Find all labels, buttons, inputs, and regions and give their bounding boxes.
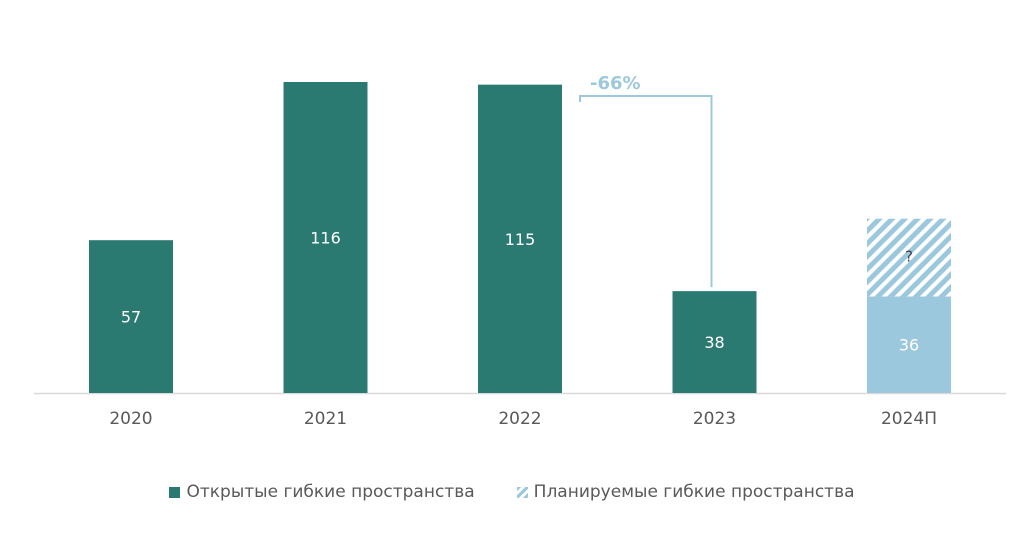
x-tick-label-2024П: 2024П [881,409,937,429]
x-tick-label-2020: 2020 [109,409,152,429]
bar-open-2021 [283,82,368,393]
bar-open-2020 [89,240,173,393]
bar-planned-2024П [867,296,951,393]
change-annotation-bracket [579,95,713,288]
legend-label-planned: Планируемые гибкие пространства [533,482,855,502]
bar-open-2022 [478,84,562,394]
legend-item-open: Открытые гибкие пространства [169,482,475,502]
data-label-2024П: 36 [899,336,919,355]
legend-swatch-open [169,486,181,498]
data-label-2020: 57 [121,308,141,327]
legend-swatch-planned [516,486,528,498]
uncertain-label: ? [905,248,913,266]
legend: Открытые гибкие пространства Планируемые… [0,482,1024,502]
bar-chart: 57 2020 116 2021 115 2022 38 2023 36 2024П? -66% [34,73,1006,429]
data-label-2021: 116 [310,229,341,248]
legend-label-open: Открытые гибкие пространства [186,482,475,502]
legend-item-planned: Планируемые гибкие пространства [516,482,855,502]
x-tick-label-2021: 2021 [304,409,347,429]
data-label-2022: 115 [505,230,536,249]
data-label-2023: 38 [704,333,724,352]
x-tick-label-2023: 2023 [693,409,736,429]
bar-uncertain-2024П [867,218,951,297]
change-annotation-label: -66% [590,73,641,94]
bar-open-2023 [672,291,757,393]
x-tick-label-2022: 2022 [498,409,541,429]
